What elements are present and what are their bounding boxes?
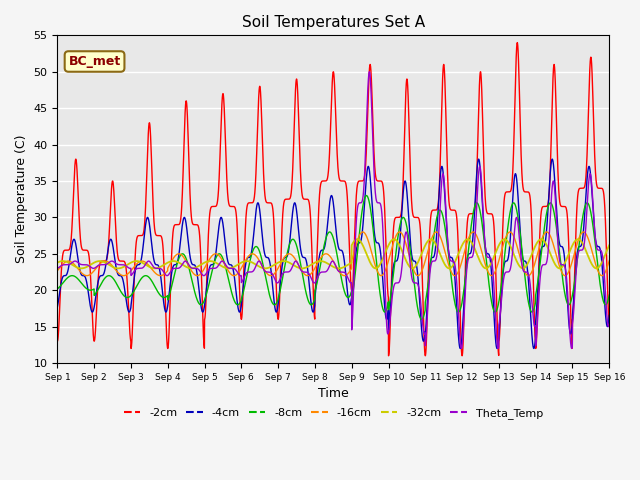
Theta_Temp [120,262,127,268]
-4cm [120,281,127,287]
-32cm [119,264,127,270]
-4cm [480,228,488,233]
-4cm [225,261,233,267]
Theta_Temp [119,262,127,268]
-32cm [605,242,613,248]
Line: -8cm: -8cm [58,195,609,319]
-4cm [475,156,483,162]
Theta_Temp [88,265,96,271]
-2cm [435,194,443,200]
Theta_Temp [54,265,61,271]
-16cm [605,258,613,264]
Theta_Temp [435,229,443,235]
Legend: -2cm, -4cm, -8cm, -16cm, -32cm, Theta_Temp: -2cm, -4cm, -8cm, -16cm, -32cm, Theta_Te… [119,403,548,423]
-8cm [54,286,61,292]
-4cm [456,346,464,351]
-16cm [225,269,233,275]
-16cm [83,273,91,278]
-32cm [353,236,361,242]
-4cm [605,312,613,318]
-8cm [120,293,127,299]
-4cm [119,277,127,283]
-4cm [54,304,61,310]
-4cm [435,198,442,204]
-32cm [88,261,96,266]
Theta_Temp [225,265,233,271]
Line: -2cm: -2cm [58,43,609,356]
-32cm [435,248,443,254]
-2cm [480,156,488,162]
-2cm [54,338,61,344]
-32cm [54,260,61,265]
Line: Theta_Temp: Theta_Temp [58,72,609,348]
X-axis label: Time: Time [318,387,349,400]
-8cm [605,292,613,298]
-2cm [513,40,521,46]
-8cm [435,208,443,214]
-16cm [54,268,61,274]
-8cm [418,316,426,322]
Title: Soil Temperatures Set A: Soil Temperatures Set A [242,15,425,30]
-32cm [120,264,128,270]
-2cm [119,258,127,264]
Theta_Temp [605,322,613,327]
-32cm [77,265,85,271]
Y-axis label: Soil Temperature (C): Soil Temperature (C) [15,135,28,264]
-16cm [480,257,488,263]
-2cm [225,201,233,207]
-16cm [119,273,127,278]
-8cm [225,278,233,284]
-8cm [363,192,371,198]
-16cm [435,231,443,237]
Line: -16cm: -16cm [58,232,609,276]
-8cm [88,287,96,293]
-2cm [605,316,613,322]
-4cm [88,309,96,315]
-2cm [385,353,392,359]
-16cm [88,270,96,276]
-2cm [120,258,127,264]
Theta_Temp [480,221,488,227]
Theta_Temp [365,69,373,74]
-8cm [119,292,127,298]
-32cm [480,264,488,270]
Line: -4cm: -4cm [58,159,609,348]
-32cm [225,265,233,271]
Line: -32cm: -32cm [58,239,609,268]
-16cm [120,273,128,278]
-16cm [359,229,367,235]
Text: BC_met: BC_met [68,55,121,68]
-2cm [88,311,96,317]
-8cm [480,235,488,241]
Theta_Temp [568,346,575,351]
